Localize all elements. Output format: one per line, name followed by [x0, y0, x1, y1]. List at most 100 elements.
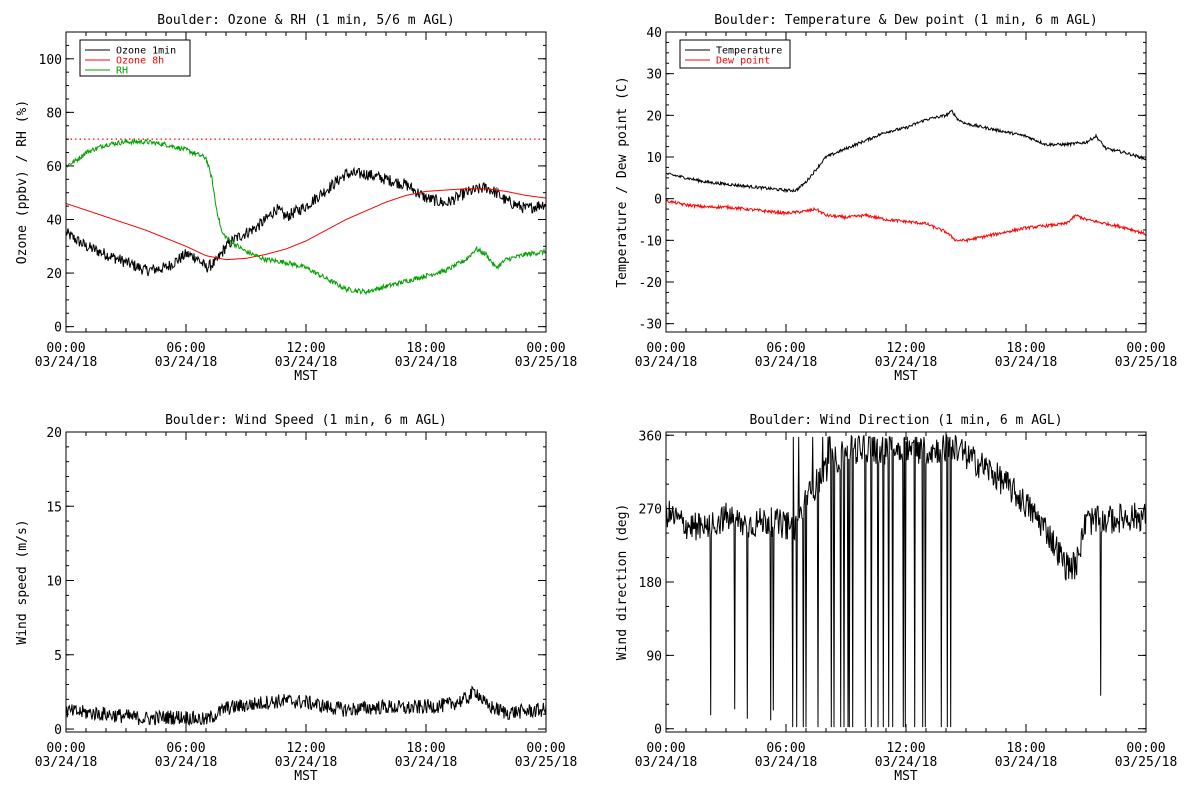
- legend-entry: Dew point: [716, 56, 770, 67]
- x-tick-label-date: 03/24/18: [755, 755, 818, 770]
- y-tick-label: 0: [54, 723, 62, 738]
- y-axis-label: Temperature / Dew point (C): [615, 76, 630, 287]
- x-tick-label-time: 12:00: [286, 741, 325, 756]
- y-tick-label: 0: [654, 193, 662, 208]
- x-tick-label-time: 18:00: [1006, 341, 1045, 356]
- y-tick-label: 40: [646, 26, 662, 41]
- y-tick-label: 180: [639, 576, 662, 591]
- y-axis-label: Wind direction (deg): [615, 504, 630, 661]
- y-tick-label: 80: [46, 106, 62, 121]
- x-tick-label-time: 12:00: [886, 341, 925, 356]
- chart-panel-4: Boulder: Wind Direction (1 min, 6 m AGL)…: [615, 413, 1177, 784]
- x-tick-label-time: 00:00: [526, 741, 565, 756]
- chart-title: Boulder: Temperature & Dew point (1 min,…: [714, 13, 1098, 28]
- x-tick-label-time: 12:00: [286, 341, 325, 356]
- x-tick-label-date: 03/24/18: [275, 755, 338, 770]
- y-tick-label: 20: [46, 426, 62, 441]
- series-line-ozone-8h: [66, 188, 546, 261]
- x-tick-label-time: 00:00: [1126, 341, 1165, 356]
- x-tick-label-date: 03/24/18: [995, 755, 1058, 770]
- series-line-data: [66, 685, 546, 727]
- chart-title: Boulder: Wind Speed (1 min, 6 m AGL): [165, 413, 447, 428]
- legend-box: [679, 39, 791, 69]
- x-tick-label-time: 18:00: [1006, 741, 1045, 756]
- x-tick-label-date: 03/25/18: [515, 755, 578, 770]
- chart-panel-1: Boulder: Ozone & RH (1 min, 5/6 m AGL) 0 2…: [15, 13, 577, 384]
- y-tick-label: 0: [54, 321, 62, 336]
- x-tick-label-time: 00:00: [46, 341, 85, 356]
- x-tick-label-date: 03/24/18: [275, 355, 338, 370]
- legend-entry: RH: [116, 66, 128, 77]
- x-tick-label-time: 06:00: [766, 741, 805, 756]
- y-tick-label: -20: [639, 276, 662, 291]
- x-tick-label-time: 00:00: [646, 741, 685, 756]
- x-tick-label-time: 06:00: [166, 341, 205, 356]
- y-tick-label: 10: [646, 151, 662, 166]
- y-tick-label: 100: [39, 53, 62, 68]
- x-tick-label-date: 03/25/18: [1115, 355, 1178, 370]
- plot-frame: [65, 431, 547, 733]
- x-tick-label-date: 03/24/18: [755, 355, 818, 370]
- x-tick-label-time: 00:00: [46, 741, 85, 756]
- y-tick-label: 30: [646, 68, 662, 83]
- x-tick-label-date: 03/24/18: [995, 355, 1058, 370]
- chart-panel-3: Boulder: Wind Speed (1 min, 6 m AGL) 0 5 10…: [15, 413, 577, 784]
- chart-panel-2: Boulder: Temperature & Dew point (1 min,…: [615, 13, 1177, 384]
- x-axis-label: MST: [894, 369, 918, 384]
- y-tick-label: -10: [639, 234, 662, 249]
- x-tick-label-time: 06:00: [766, 341, 805, 356]
- series-line-data: [666, 434, 1146, 728]
- y-tick-label: 20: [646, 109, 662, 124]
- x-tick-label-date: 03/24/18: [35, 355, 98, 370]
- series-line-temperature: [666, 109, 1146, 194]
- x-tick-label-date: 03/24/18: [635, 755, 698, 770]
- x-tick-label-date: 03/25/18: [515, 355, 578, 370]
- series-line-rh: [66, 137, 546, 296]
- x-tick-label-date: 03/24/18: [35, 755, 98, 770]
- y-tick-label: 5: [54, 649, 62, 664]
- x-tick-label-date: 03/24/18: [395, 755, 458, 770]
- series-line-ozone-1min: [66, 166, 546, 277]
- plot-frame: [665, 31, 1147, 333]
- y-tick-label: 0: [654, 723, 662, 738]
- x-tick-label-time: 00:00: [526, 341, 565, 356]
- x-tick-label-date: 03/24/18: [635, 355, 698, 370]
- x-tick-label-date: 03/24/18: [875, 755, 938, 770]
- x-tick-label-date: 03/24/18: [155, 755, 218, 770]
- x-axis-label: MST: [294, 369, 318, 384]
- y-tick-label: 20: [46, 267, 62, 282]
- x-tick-label-time: 00:00: [646, 341, 685, 356]
- x-axis-label: MST: [294, 769, 318, 784]
- y-axis-label: Wind speed (m/s): [15, 519, 30, 644]
- y-tick-label: -30: [639, 318, 662, 333]
- y-tick-label: 60: [46, 160, 62, 175]
- y-tick-label: 270: [639, 503, 662, 518]
- x-tick-label-date: 03/25/18: [1115, 755, 1178, 770]
- y-tick-label: 10: [46, 575, 62, 590]
- legend-entry: Ozone 8h: [116, 56, 164, 67]
- x-tick-label-date: 03/24/18: [875, 355, 938, 370]
- y-tick-label: 360: [639, 429, 662, 444]
- x-tick-label-time: 06:00: [166, 741, 205, 756]
- series-line-dew-point: [666, 199, 1146, 244]
- y-tick-label: 90: [646, 649, 662, 664]
- x-tick-label-date: 03/24/18: [155, 355, 218, 370]
- x-tick-label-time: 18:00: [406, 341, 445, 356]
- x-tick-label-time: 00:00: [1126, 741, 1165, 756]
- legend-entry: Ozone 1min: [116, 46, 176, 57]
- x-tick-label-date: 03/24/18: [395, 355, 458, 370]
- plot-frame: [65, 31, 547, 333]
- x-axis-label: MST: [894, 769, 918, 784]
- x-tick-label-time: 12:00: [886, 741, 925, 756]
- y-tick-label: 40: [46, 214, 62, 229]
- y-tick-label: 15: [46, 500, 62, 515]
- legend-entry: Temperature: [716, 46, 782, 57]
- chart-title: Boulder: Wind Direction (1 min, 6 m AGL): [749, 413, 1062, 428]
- chart-title: Boulder: Ozone & RH (1 min, 5/6 m AGL): [157, 13, 454, 28]
- x-tick-label-time: 18:00: [406, 741, 445, 756]
- y-axis-label: Ozone (ppbv) / RH (%): [15, 100, 30, 264]
